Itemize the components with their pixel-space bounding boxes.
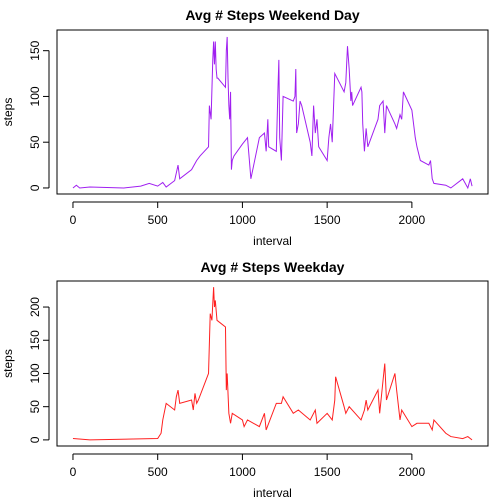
y-tick-label: 50 bbox=[28, 135, 42, 149]
x-tick-label: 0 bbox=[70, 213, 77, 227]
y-tick-label: 100 bbox=[28, 363, 42, 383]
y-tick-label: 100 bbox=[28, 86, 42, 106]
chart-title: Avg # Steps Weekend Day bbox=[185, 7, 360, 23]
plot-frame bbox=[56, 29, 489, 195]
x-tick-label: 500 bbox=[148, 213, 168, 227]
data-line bbox=[72, 287, 473, 441]
x-axis-label: interval bbox=[253, 486, 292, 500]
chart-title: Avg # Steps Weekday bbox=[201, 259, 345, 275]
y-tick-label: 0 bbox=[28, 436, 42, 443]
data-line bbox=[72, 36, 473, 190]
y-tick-label: 200 bbox=[28, 297, 42, 317]
x-axis-label: interval bbox=[253, 234, 292, 248]
x-tick-label: 500 bbox=[148, 465, 168, 479]
x-tick-label: 2000 bbox=[399, 213, 426, 227]
plot-frame bbox=[56, 280, 489, 447]
y-tick-label: 0 bbox=[28, 184, 42, 191]
y-axis-label: steps bbox=[1, 349, 15, 378]
x-tick-label: 1500 bbox=[314, 213, 341, 227]
x-tick-label: 1000 bbox=[229, 465, 256, 479]
y-tick-label: 150 bbox=[28, 330, 42, 350]
x-tick-label: 1500 bbox=[314, 465, 341, 479]
y-tick-label: 50 bbox=[28, 400, 42, 414]
y-tick-label: 150 bbox=[28, 40, 42, 60]
x-tick-label: 2000 bbox=[399, 465, 426, 479]
x-tick-label: 0 bbox=[70, 465, 77, 479]
x-tick-label: 1000 bbox=[229, 213, 256, 227]
y-axis-label: steps bbox=[1, 98, 15, 127]
